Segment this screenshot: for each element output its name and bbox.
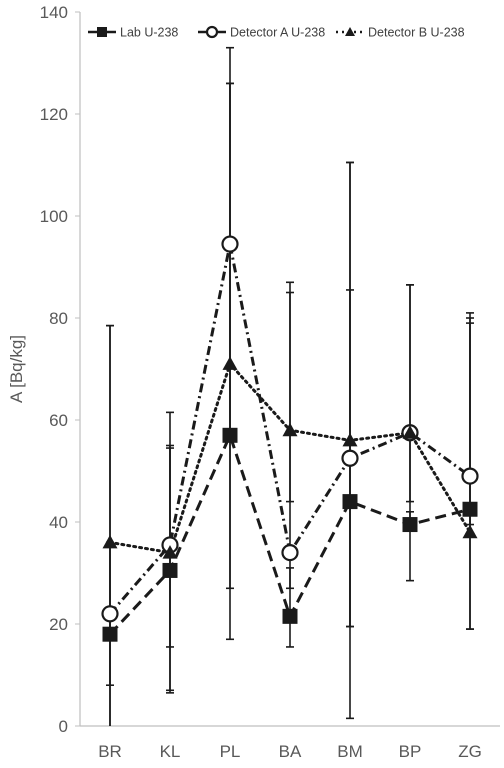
x-tick-label: BR: [98, 742, 122, 761]
data-point-triangle: [102, 534, 118, 549]
data-point-square: [342, 494, 358, 510]
legend-label: Detector A U-238: [230, 26, 325, 40]
legend: Lab U-238 Detector A U-238 Detector B U-23…: [88, 26, 465, 40]
data-point-square: [462, 501, 478, 517]
data-point-triangle: [282, 422, 298, 437]
y-tick-label: 140: [40, 3, 68, 22]
data-point-triangle: [222, 356, 238, 370]
data-point-circle: [221, 235, 239, 253]
data-point-triangle: [462, 524, 478, 539]
data-point-circle: [281, 543, 299, 562]
x-tick-label: BA: [279, 742, 302, 761]
x-tick-label: BP: [399, 742, 422, 761]
x-tick-label: KL: [160, 742, 181, 761]
data-point-square: [162, 562, 178, 578]
y-axis-title: A [Bq/kg]: [7, 335, 26, 403]
y-tick-label: 60: [49, 411, 68, 430]
x-tick-label: ZG: [458, 742, 482, 761]
legend-label: Detector B U-238: [368, 26, 465, 40]
series-markers: [101, 235, 479, 642]
data-point-square: [402, 517, 418, 533]
error-bars: [106, 46, 474, 726]
y-tick-label: 20: [49, 615, 68, 634]
x-tick-label: PL: [220, 742, 241, 761]
y-tick-label: 120: [40, 105, 68, 124]
data-point-square: [282, 608, 298, 624]
data-point-triangle: [345, 27, 355, 36]
data-point-circle: [461, 467, 479, 485]
x-tick-label: BM: [337, 742, 363, 761]
y-tick-label: 40: [49, 513, 68, 532]
data-point-square: [222, 427, 238, 443]
data-point-triangle: [162, 545, 178, 559]
axes: 0 20 40 60 80 100 120 140 BR KL PL BA BM BP ZG: [40, 3, 500, 761]
data-point-square: [102, 626, 118, 642]
data-point-triangle: [402, 425, 418, 439]
y-tick-label: 0: [59, 717, 68, 736]
data-point-square: [97, 27, 107, 37]
data-point-circle: [205, 25, 219, 39]
data-point-circle: [341, 449, 359, 467]
y-tick-label: 80: [49, 309, 68, 328]
data-point-triangle: [342, 432, 358, 447]
legend-label: Lab U-238: [120, 26, 178, 40]
data-point-circle: [101, 605, 119, 623]
y-tick-label: 100: [40, 207, 68, 226]
